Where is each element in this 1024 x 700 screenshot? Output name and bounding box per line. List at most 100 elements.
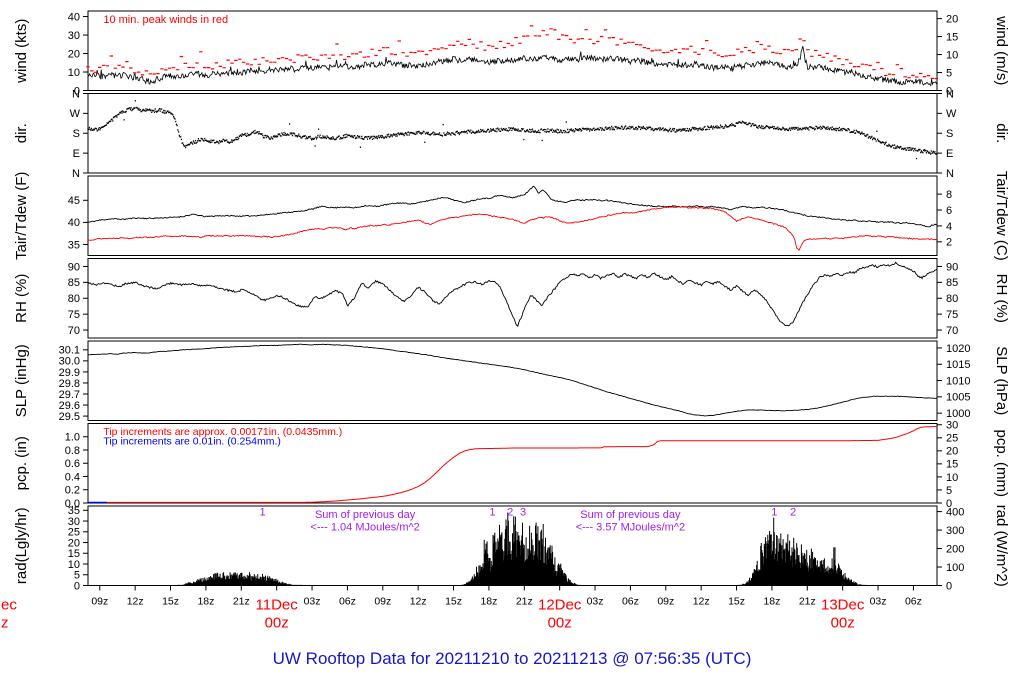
right-tick-label: 70 (946, 325, 958, 337)
x-tick-label: 12z (693, 596, 710, 608)
annotation-rad: Sum of previous day (580, 509, 681, 521)
right-tick-label: W (946, 108, 957, 120)
relative-humidity-series (87, 261, 938, 327)
panel-border-wind (87, 10, 938, 91)
x-tick-label: 12z (127, 596, 144, 608)
left-tick-label: 5 (74, 570, 80, 582)
left-tick-label: 90 (68, 261, 80, 273)
right-tick-label: 2 (946, 237, 952, 249)
left-tick-label: 10 (68, 67, 80, 79)
right-tick-label: 1000 (946, 408, 970, 420)
left-tick-label: 35 (68, 239, 80, 251)
panel-border-slp (87, 340, 938, 421)
right-tick-label: 200 (946, 543, 964, 555)
right-tick-label: 300 (946, 525, 964, 537)
left-tick-label: 0.0 (65, 498, 80, 510)
right-tick-label: E (946, 148, 953, 160)
left-tick-label: 25 (68, 527, 80, 539)
left-tick-label: 70 (68, 325, 80, 337)
right-tick-label: 8 (946, 189, 952, 201)
pcp-cumulative-series (106, 426, 937, 503)
x-tick-label: 12z (410, 596, 427, 608)
y-axis-label-right-wind: wind (m/s) (993, 15, 1010, 85)
left-tick-label: 0 (74, 580, 80, 592)
y-axis-label-right-rad: rad (W/m^2) (993, 505, 1010, 587)
annotation-rad: <--- 1.04 MJoules/m^2 (310, 521, 419, 533)
y-axis-label-left-wind: wind (kts) (13, 19, 30, 84)
y-axis-label-left-pcp: pcp. (in) (13, 436, 30, 490)
panel-rh: 70 75 80 85 90 70 75 80 85 90 RH (%) RH (%) (13, 258, 1010, 339)
x-tick-label: 21z (516, 596, 533, 608)
left-tick-label: 29.6 (59, 400, 80, 412)
x-tick-label: 18z (197, 596, 214, 608)
left-tick-label: 29.7 (59, 389, 80, 401)
chart-title: UW Rooftop Data for 20211210 to 20211213… (273, 649, 752, 668)
right-tick-label: 10 (946, 49, 958, 61)
x-tick-label: 06z (905, 596, 922, 608)
left-tick-label: 40 (68, 217, 80, 229)
panel-border-dir (87, 93, 938, 174)
left-tick-label: 30 (68, 516, 80, 528)
panel-slp: 29.529.629.729.829.930.030.1 1000 1005 1010… (13, 340, 1010, 423)
right-tick-label: 75 (946, 309, 958, 321)
left-tick-label: 80 (68, 293, 80, 305)
x-tick-label: 03z (587, 596, 604, 608)
annotation-rad: 2 (507, 507, 513, 519)
right-tick-label: 20 (946, 446, 958, 458)
x-tick-label: 21z (233, 596, 250, 608)
x-tick-date-label2: 00z (548, 615, 572, 632)
right-tick-label: 15 (946, 459, 958, 471)
x-tick-date-label: 13Dec (821, 597, 865, 614)
left-tick-label: S (73, 128, 80, 140)
left-tick-label: 29.9 (59, 367, 80, 379)
clipped-date-label-line1: ec (1, 597, 17, 614)
x-tick-label: 21z (799, 596, 816, 608)
right-tick-label: 0 (946, 85, 952, 97)
y-axis-label-left-dir: dir. (13, 123, 30, 143)
annotation-rad: 1 (259, 507, 265, 519)
annotation-rad: 1 (771, 507, 777, 519)
x-tick-label: 09z (91, 596, 108, 608)
left-tick-label: 29.5 (59, 411, 80, 423)
annotation-wind: 10 min. peak winds in red (103, 14, 228, 26)
right-tick-label: N (946, 88, 954, 100)
right-tick-label: 4 (946, 221, 952, 233)
tair-series (87, 185, 938, 228)
y-axis-label-right-rh: RH (%) (993, 274, 1010, 323)
right-tick-label: 0 (946, 498, 952, 510)
left-tick-label: 15 (68, 548, 80, 560)
left-tick-label: 30 (68, 30, 80, 42)
annotation-rad: 2 (790, 507, 796, 519)
y-axis-label-left-temp: Tair/Tdew (F) (13, 172, 30, 260)
left-tick-label: 85 (68, 277, 80, 289)
right-tick-label: 400 (946, 506, 964, 518)
left-tick-label: 20 (68, 48, 80, 60)
y-axis-label-right-temp: Tair/Tdew (C) (993, 171, 1010, 261)
left-tick-label: N (72, 168, 80, 180)
left-tick-label: 40 (68, 11, 80, 23)
panel-border-rh (87, 258, 938, 339)
x-tick-label: 15z (162, 596, 179, 608)
x-tick-date-label: 11Dec (256, 597, 299, 614)
left-tick-label: W (70, 108, 81, 120)
solar-radiation-series (177, 512, 867, 585)
right-tick-label: 85 (946, 277, 958, 289)
annotation-rad: Sum of previous day (315, 509, 416, 521)
left-tick-label: 45 (68, 195, 80, 207)
right-tick-label: 1020 (946, 343, 970, 355)
x-tick-label: 06z (339, 596, 356, 608)
sea-level-pressure-series (87, 343, 937, 417)
annotation-rad: 3 (520, 507, 526, 519)
x-tick-label: 15z (728, 596, 745, 608)
right-tick-label: 25 (946, 433, 958, 445)
left-tick-label: 0.2 (65, 485, 80, 497)
left-tick-label: N (72, 88, 80, 100)
wind-avg-series (87, 46, 937, 87)
x-tick-label: 15z (445, 596, 462, 608)
right-tick-label: 15 (946, 31, 958, 43)
left-tick-label: 75 (68, 309, 80, 321)
